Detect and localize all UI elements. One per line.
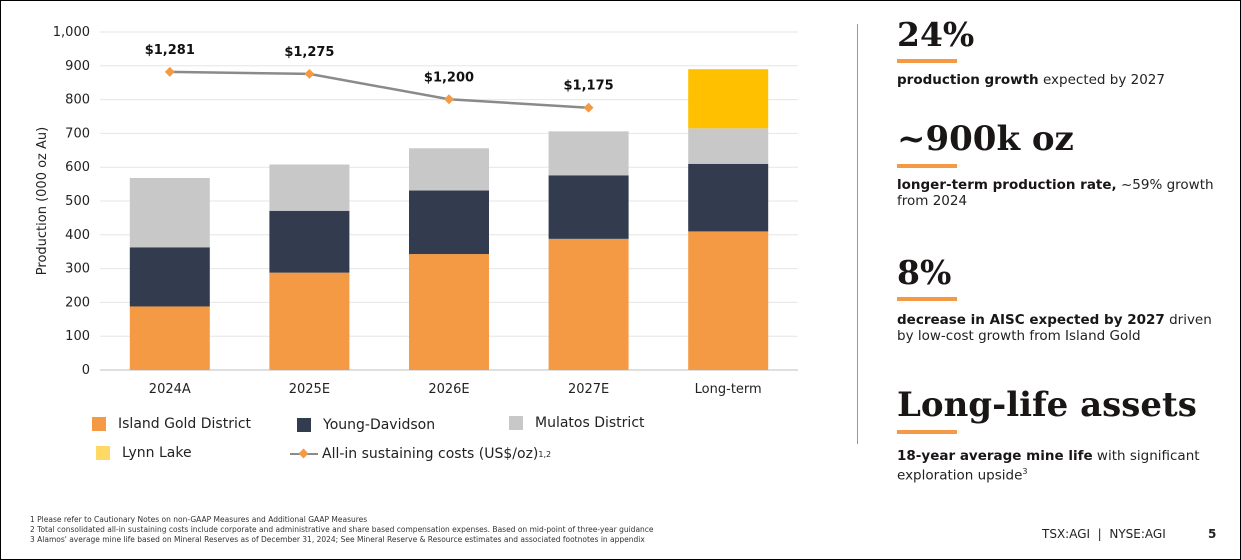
x-tick-label: 2025E bbox=[289, 382, 330, 397]
legend-aisc-superscript: 1,2 bbox=[538, 449, 552, 459]
bar-segment bbox=[688, 231, 769, 370]
bar-segment bbox=[548, 175, 629, 239]
bar-segment bbox=[548, 131, 629, 176]
stat-description: production growth expected by 2027 bbox=[897, 72, 1165, 88]
y-tick-label: 800 bbox=[65, 93, 90, 108]
bar-segment bbox=[129, 178, 210, 248]
bar-segment bbox=[129, 306, 210, 370]
legend-swatch-mulatos bbox=[509, 416, 523, 430]
y-tick-label: 1,000 bbox=[53, 25, 90, 40]
legend-aisc: All-in sustaining costs (US$/oz) 1,2 bbox=[290, 446, 551, 462]
stat-value: 24% bbox=[897, 15, 975, 54]
legend-line-marker-icon bbox=[290, 448, 318, 460]
aisc-marker bbox=[583, 102, 594, 113]
x-tick-label: 2024A bbox=[149, 382, 191, 397]
bar-segment bbox=[688, 163, 769, 232]
y-tick-label: 0 bbox=[82, 363, 90, 378]
stat-production-growth: 24% production growth expected by 2027 bbox=[897, 18, 1165, 88]
legend-label-lynn-lake: Lynn Lake bbox=[122, 445, 192, 461]
aisc-data-label: $1,200 bbox=[424, 70, 474, 85]
bar-segment bbox=[269, 164, 350, 211]
stat-value: Long-life assets bbox=[897, 385, 1197, 425]
stat-description: 18-year average mine life with significa… bbox=[897, 448, 1200, 484]
legend-young-davidson: Young-Davidson bbox=[297, 417, 435, 433]
y-tick-label: 400 bbox=[65, 228, 90, 243]
y-tick-label: 700 bbox=[65, 126, 90, 141]
stat-production-rate: ~900k oz longer-term production rate, ~5… bbox=[897, 122, 1217, 209]
stat-long-life: Long-life assets 18-year average mine li… bbox=[897, 388, 1217, 484]
legend-label-young-davidson: Young-Davidson bbox=[323, 417, 436, 433]
bar-segment bbox=[409, 254, 489, 370]
footnote-2: 2 Total consolidated all-in sustaining c… bbox=[30, 525, 654, 534]
aisc-data-label: $1,175 bbox=[564, 79, 614, 94]
legend-swatch-lynn-lake bbox=[96, 446, 110, 460]
legend-label-aisc: All-in sustaining costs (US$/oz) bbox=[322, 446, 539, 462]
y-tick-label: 600 bbox=[65, 160, 90, 175]
aisc-marker bbox=[444, 94, 454, 105]
y-tick-label: 100 bbox=[65, 329, 90, 344]
stat-underline bbox=[897, 164, 957, 168]
y-tick-label: 300 bbox=[65, 262, 90, 277]
vertical-divider bbox=[857, 24, 858, 444]
legend-swatch-young-davidson bbox=[297, 418, 311, 432]
x-tick-label: 2026E bbox=[428, 382, 469, 397]
bar-segment bbox=[548, 238, 629, 370]
legend-lynn-lake: Lynn Lake bbox=[96, 445, 192, 461]
x-tick-label: 2027E bbox=[568, 382, 609, 397]
stat-description: longer-term production rate, ~59% growth… bbox=[897, 177, 1214, 209]
stat-aisc-decrease: 8% decrease in AISC expected by 2027 dri… bbox=[897, 256, 1217, 344]
production-chart: 0 100 200 300 400 500 600 700 800 900 1,000 Product… bbox=[35, 25, 798, 397]
bar-segment bbox=[269, 210, 350, 273]
footnote-3: 3 Alamos' average mine life based on Min… bbox=[30, 535, 645, 544]
stat-value: ~900k oz bbox=[897, 119, 1074, 159]
page-number: 5 bbox=[1208, 527, 1217, 541]
y-axis-label: Production (000 oz Au) bbox=[35, 127, 50, 275]
aisc-data-label: $1,275 bbox=[284, 45, 334, 60]
legend-label-island-gold: Island Gold District bbox=[118, 416, 252, 432]
footnote-1: 1 Please refer to Cautionary Notes on no… bbox=[30, 515, 368, 524]
bar-segment bbox=[409, 148, 489, 191]
y-tick-label: 500 bbox=[65, 194, 90, 209]
legend-swatch-island-gold bbox=[92, 417, 106, 431]
aisc-line bbox=[169, 70, 589, 109]
y-tick-label: 200 bbox=[65, 295, 90, 310]
legend-mulatos: Mulatos District bbox=[509, 415, 645, 431]
bar-segment bbox=[129, 247, 210, 307]
stat-underline bbox=[897, 59, 957, 63]
bar-segment bbox=[688, 128, 769, 164]
stat-description: decrease in AISC expected by 2027 driven… bbox=[897, 312, 1212, 344]
bar-segment bbox=[688, 69, 769, 129]
footnotes: 1 Please refer to Cautionary Notes on no… bbox=[30, 515, 654, 545]
x-tick-label: Long-term bbox=[695, 382, 762, 397]
aisc-marker bbox=[304, 68, 315, 79]
stat-underline bbox=[897, 297, 957, 301]
aisc-marker bbox=[164, 66, 175, 77]
bar-segment bbox=[269, 272, 350, 370]
y-tick-label: 900 bbox=[65, 59, 90, 74]
legend-island-gold: Island Gold District bbox=[92, 416, 251, 432]
ticker-symbols: TSX:AGI | NYSE:AGI bbox=[1042, 527, 1166, 541]
stat-underline bbox=[897, 430, 957, 434]
aisc-data-label: $1,281 bbox=[145, 43, 195, 58]
legend-label-mulatos: Mulatos District bbox=[535, 415, 645, 431]
bar-segment bbox=[409, 190, 489, 255]
stat-value: 8% bbox=[897, 253, 952, 292]
